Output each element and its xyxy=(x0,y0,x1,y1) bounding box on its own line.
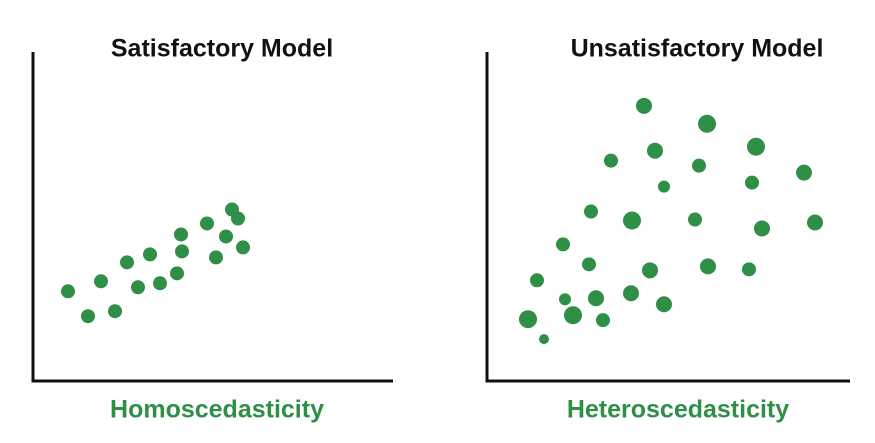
point xyxy=(584,204,598,219)
point xyxy=(582,257,596,272)
chart-title: Satisfactory Model xyxy=(111,35,333,63)
axes xyxy=(31,52,393,383)
point xyxy=(698,114,716,133)
point xyxy=(754,220,770,237)
point xyxy=(642,262,658,279)
point xyxy=(219,229,233,244)
point xyxy=(742,262,756,277)
point xyxy=(658,180,670,193)
point xyxy=(175,244,189,259)
point xyxy=(688,212,702,227)
x-axis-label: Homoscedasticity xyxy=(110,396,324,424)
point xyxy=(539,334,549,345)
point xyxy=(807,214,823,231)
point xyxy=(153,276,167,291)
point xyxy=(231,211,245,226)
point xyxy=(692,158,706,173)
axes xyxy=(485,52,850,383)
point xyxy=(796,164,812,181)
point xyxy=(604,153,618,168)
point xyxy=(588,290,604,307)
x-axis-label: Heteroscedasticity xyxy=(567,396,789,424)
point xyxy=(559,293,571,306)
point xyxy=(564,306,582,325)
point xyxy=(623,285,639,302)
point xyxy=(131,280,145,295)
point xyxy=(519,310,537,329)
point xyxy=(170,266,184,281)
point xyxy=(81,309,95,324)
point xyxy=(236,240,250,255)
point xyxy=(747,137,765,156)
point xyxy=(209,250,223,265)
point xyxy=(143,247,157,262)
point xyxy=(700,258,716,275)
point xyxy=(745,175,759,190)
point xyxy=(530,273,544,288)
point xyxy=(556,237,570,252)
point xyxy=(656,296,672,313)
point xyxy=(61,284,75,299)
point xyxy=(596,313,610,328)
point xyxy=(108,304,122,319)
point xyxy=(636,97,652,114)
point xyxy=(120,255,134,270)
point xyxy=(94,274,108,289)
point xyxy=(174,227,188,242)
point xyxy=(200,216,214,231)
point xyxy=(647,142,663,159)
point xyxy=(623,211,641,230)
chart-title: Unsatisfactory Model xyxy=(571,35,824,63)
